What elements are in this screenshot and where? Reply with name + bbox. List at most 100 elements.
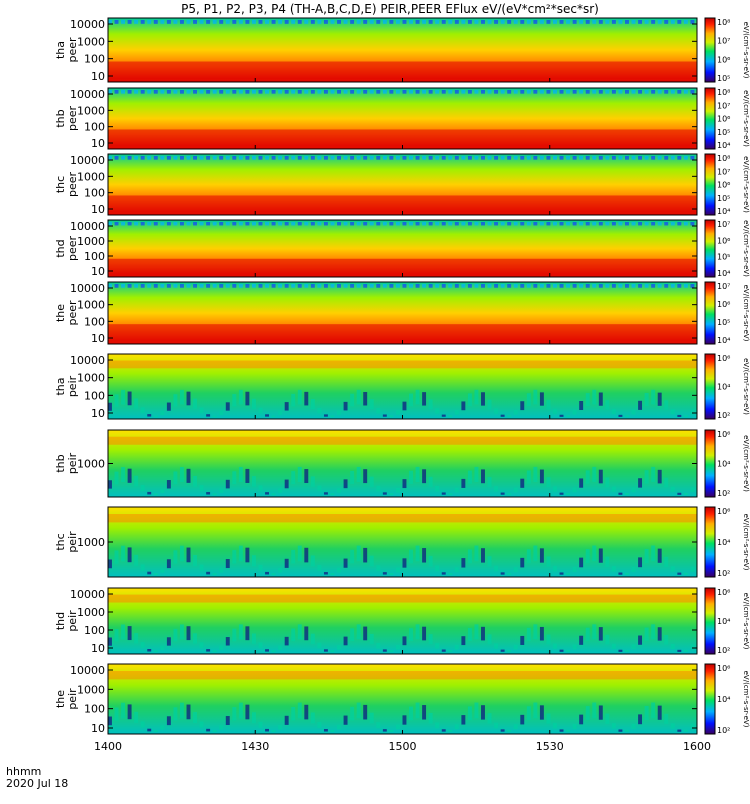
speckle-cell [579, 20, 584, 24]
speckle-cell [166, 284, 171, 288]
speckle-cell [481, 20, 485, 24]
speckle-cell [114, 90, 119, 94]
speckle-cell [533, 389, 538, 405]
speckle-cell [108, 156, 112, 160]
speckle-cell [415, 389, 420, 405]
speckle-cell [644, 156, 649, 160]
speckle-cell [323, 156, 328, 160]
speckle-cell [343, 156, 348, 160]
speckle-cell [539, 222, 544, 226]
speckle-cell [402, 284, 407, 288]
speckle-cell [147, 222, 152, 226]
speckle-cell [441, 649, 446, 652]
speckle-cell [474, 156, 479, 160]
speckle-cell [507, 284, 512, 288]
speckle-cell [212, 20, 217, 24]
y-tick-label: 10 [91, 332, 105, 345]
speckle-cell [323, 90, 328, 94]
speckle-cell [513, 20, 518, 24]
colorbar-tick-label: 10⁴ [717, 141, 730, 150]
colorbar-tick-label: 10⁵ [717, 74, 730, 83]
speckle-cell [467, 470, 472, 484]
speckle-cell [657, 627, 662, 641]
speckle-cell [526, 156, 531, 160]
flux-core-band [108, 195, 697, 213]
speckle-cell [199, 721, 204, 728]
speckle-cell [343, 558, 348, 568]
speckle-cell [553, 722, 557, 729]
speckle-cell [350, 470, 355, 484]
colorbar-axis-label: eV/(cm²-s-sr-eV) [742, 514, 750, 571]
flux-core-band [108, 594, 697, 603]
speckle-cell [500, 414, 505, 417]
speckle-cell [291, 393, 296, 407]
speckle-cell [186, 222, 191, 226]
speckle-cell [232, 156, 237, 160]
speckle-cell [219, 222, 224, 226]
speckle-cell [677, 90, 682, 94]
speckle-cell [238, 466, 243, 482]
y-tick-label: 1000 [77, 606, 105, 619]
speckle-cell [585, 20, 590, 24]
speckle-cell [304, 20, 309, 24]
speckle-cell [409, 549, 413, 564]
speckle-cell [284, 284, 289, 288]
speckle-cell [147, 491, 152, 495]
speckle-cell [467, 90, 472, 94]
speckle-cell [134, 20, 139, 24]
speckle-cell [435, 90, 440, 94]
speckle-cell [212, 573, 217, 576]
y-axis-label-probe: thd [54, 612, 67, 630]
colorbar [704, 219, 716, 278]
speckle-cell [219, 488, 224, 493]
speckle-cell [278, 222, 283, 226]
speckle-cell [258, 407, 263, 414]
speckle-cell [166, 402, 171, 411]
speckle-cell [448, 284, 453, 288]
speckle-cell [415, 222, 420, 226]
speckle-cell [232, 394, 237, 407]
speckle-cell [441, 156, 446, 160]
speckle-cell [625, 156, 629, 160]
speckle-cell [127, 468, 132, 483]
speckle-cell [179, 467, 184, 483]
speckle-cell [343, 479, 348, 489]
speckle-cell [147, 284, 152, 288]
speckle-cell [448, 415, 453, 418]
speckle-cell [317, 722, 322, 729]
speckle-cell [657, 392, 662, 406]
speckle-cell [350, 20, 355, 24]
speckle-cell [664, 713, 669, 724]
speckle-cell [454, 156, 459, 160]
flux-core-band [108, 129, 697, 147]
speckle-cell [225, 20, 230, 24]
speckle-cell [350, 222, 355, 226]
speckle-cell [166, 90, 171, 94]
speckle-cell [304, 156, 309, 160]
speckle-cell [467, 706, 472, 721]
speckle-cell [566, 20, 571, 24]
speckle-cell [435, 20, 440, 24]
speckle-cell [173, 471, 178, 485]
speckle-cell [376, 222, 381, 226]
speckle-cell [193, 398, 198, 409]
colorbar-tick-label: 10⁴ [717, 695, 730, 704]
speckle-cell [572, 567, 577, 573]
date-label: 2020 Jul 18 [6, 777, 68, 790]
speckle-cell [513, 156, 518, 160]
speckle-cell [553, 408, 557, 414]
speckle-cell [631, 284, 636, 288]
speckle-cell [520, 635, 525, 645]
speckle-cell [690, 723, 695, 729]
speckle-cell [611, 486, 616, 492]
colorbar [704, 281, 716, 345]
speckle-cell [520, 401, 525, 411]
speckle-cell [193, 712, 198, 724]
speckle-cell [310, 399, 315, 410]
speckle-cell [500, 729, 505, 732]
speckle-cell [153, 20, 158, 24]
speckle-cell [422, 222, 427, 226]
speckle-cell [350, 90, 355, 94]
speckle-cell [219, 645, 224, 650]
speckle-cell [664, 477, 669, 488]
